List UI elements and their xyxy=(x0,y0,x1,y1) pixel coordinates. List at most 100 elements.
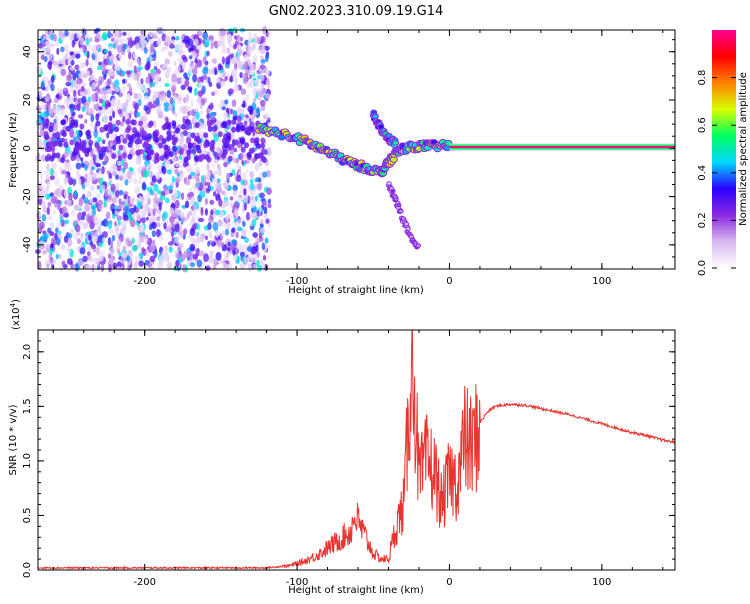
spectrogram-noise-blob xyxy=(151,230,157,238)
spectrogram-noise-blob xyxy=(37,261,42,270)
spectrogram-noise-blob xyxy=(39,221,45,230)
spectrogram-noise-blob xyxy=(118,155,122,162)
spectrogram-noise-blob xyxy=(127,83,131,88)
spectrogram-noise-blob xyxy=(91,257,97,263)
spectrogram-noise-blob xyxy=(174,206,179,215)
spectrogram-noise-blob xyxy=(76,30,81,39)
spectrogram-noise-blob xyxy=(136,57,140,64)
spectrogram-noise-blob xyxy=(204,198,208,205)
spectrogram-band-blob xyxy=(168,134,173,141)
spectrogram-noise-blob xyxy=(161,165,165,172)
spectrogram-noise-blob xyxy=(48,105,52,114)
spectrogram-noise-blob xyxy=(122,121,127,128)
spectrogram-noise-blob xyxy=(188,174,192,180)
spectrogram-noise-blob xyxy=(74,64,80,71)
spectrogram-band-blob xyxy=(194,122,200,128)
spectrogram-noise-blob xyxy=(42,42,46,48)
spectrogram-noise-blob xyxy=(192,117,197,123)
spectrogram-lower-blob xyxy=(396,202,402,208)
spectrogram-noise-blob xyxy=(202,31,209,40)
spectrogram-noise-blob xyxy=(195,111,200,120)
spectrogram-noise-blob xyxy=(252,130,256,137)
spectrogram-noise-blob xyxy=(158,260,164,267)
spectrogram-noise-blob xyxy=(105,60,110,66)
spectrogram-band-blob xyxy=(95,120,101,127)
spectrogram-band-blob xyxy=(122,137,128,144)
spectrogram-noise-blob xyxy=(261,262,266,270)
spectrogram-noise-blob xyxy=(189,55,193,60)
spectrogram-noise-blob xyxy=(223,199,230,207)
spectrogram-noise-blob xyxy=(242,100,246,108)
spectrogram-noise-blob xyxy=(198,81,203,89)
spectrogram-noise-blob xyxy=(39,112,46,118)
spectrogram-band-blob xyxy=(74,141,80,148)
spectrogram-band-blob xyxy=(152,130,158,137)
spectrogram-noise-blob xyxy=(146,163,153,170)
spectrogram-noise-blob xyxy=(110,33,114,38)
spectrogram-noise-blob xyxy=(111,170,118,177)
spectrogram-band-blob xyxy=(146,133,152,140)
spectrogram-noise-blob xyxy=(134,36,140,45)
spectrogram-noise-blob xyxy=(218,198,223,207)
spectrogram-noise-blob xyxy=(141,216,146,224)
spectrogram-noise-blob xyxy=(196,236,202,244)
spectrogram-noise-blob xyxy=(260,218,264,225)
spectrogram-noise-blob xyxy=(231,68,238,77)
spectrogram-noise-blob xyxy=(263,206,268,215)
spectrogram-noise-blob xyxy=(226,172,231,181)
spectrogram-noise-blob xyxy=(236,55,240,63)
spectrogram-noise-blob xyxy=(223,180,229,190)
spectrogram-band-blob xyxy=(52,132,58,139)
spectrogram-noise-blob xyxy=(130,72,135,80)
spectrogram-noise-blob xyxy=(62,87,68,92)
spectrogram-noise-blob xyxy=(80,232,84,239)
spectrogram-noise-blob xyxy=(243,54,248,62)
spectrogram-noise-blob xyxy=(89,159,94,166)
spectrogram-noise-blob xyxy=(214,182,221,190)
spectrogram-noise-blob xyxy=(137,179,142,185)
spectrogram-noise-blob xyxy=(125,93,131,98)
spectrogram-noise-blob xyxy=(80,157,84,162)
spectrogram-band-blob xyxy=(231,118,237,125)
spectrogram-band-blob xyxy=(50,145,56,152)
spectrogram-noise-blob xyxy=(217,40,222,47)
spectrogram-noise-blob xyxy=(175,36,180,41)
spectrogram-noise-blob xyxy=(138,195,143,203)
spectrogram-noise-blob xyxy=(110,183,116,192)
spectrogram-band-blob xyxy=(195,144,201,151)
spectrogram-band-blob xyxy=(69,139,75,146)
spectrogram-noise-blob xyxy=(50,259,56,265)
spectrogram-band-blob xyxy=(168,151,174,158)
spectrogram-noise-blob xyxy=(254,195,258,202)
spectrogram-noise-blob xyxy=(209,199,215,205)
spectrogram-noise-blob xyxy=(37,140,43,148)
spectrogram-noise-blob xyxy=(164,82,170,88)
spectrogram-noise-blob xyxy=(108,228,115,235)
spectrogram-noise-blob xyxy=(45,244,51,248)
spectrogram-noise-blob xyxy=(63,177,68,185)
spectrogram-noise-blob xyxy=(195,44,202,51)
spectrogram-band-blob xyxy=(171,139,177,146)
spectrogram-noise-blob xyxy=(136,213,141,222)
spectrogram-noise-blob xyxy=(134,102,139,111)
spectrogram-noise-blob xyxy=(37,227,43,233)
spectrogram-band-blob xyxy=(221,152,227,159)
spectrogram-noise-blob xyxy=(109,115,113,122)
spectrogram-noise-blob xyxy=(188,191,195,197)
spectrogram-noise-blob xyxy=(80,216,85,221)
spectrogram-noise-blob xyxy=(147,198,151,205)
spectrogram-noise-blob xyxy=(140,224,145,234)
spectrogram-noise-blob xyxy=(161,46,165,53)
spectrogram-noise-blob xyxy=(39,171,44,180)
spectrogram-noise-blob xyxy=(164,45,168,51)
spectrogram-noise-blob xyxy=(42,34,47,40)
spectrogram-band-blob xyxy=(258,152,264,159)
spectrogram-noise-blob xyxy=(155,97,160,106)
snr-frame xyxy=(37,329,676,571)
spectrogram-band-blob xyxy=(246,151,252,158)
spectrogram-noise-blob xyxy=(207,255,214,264)
spectrogram-band-blob xyxy=(209,145,215,152)
spectrogram-noise-blob xyxy=(241,160,245,165)
spectrogram-noise-blob xyxy=(194,173,200,182)
spectrogram-noise-blob xyxy=(211,177,218,183)
